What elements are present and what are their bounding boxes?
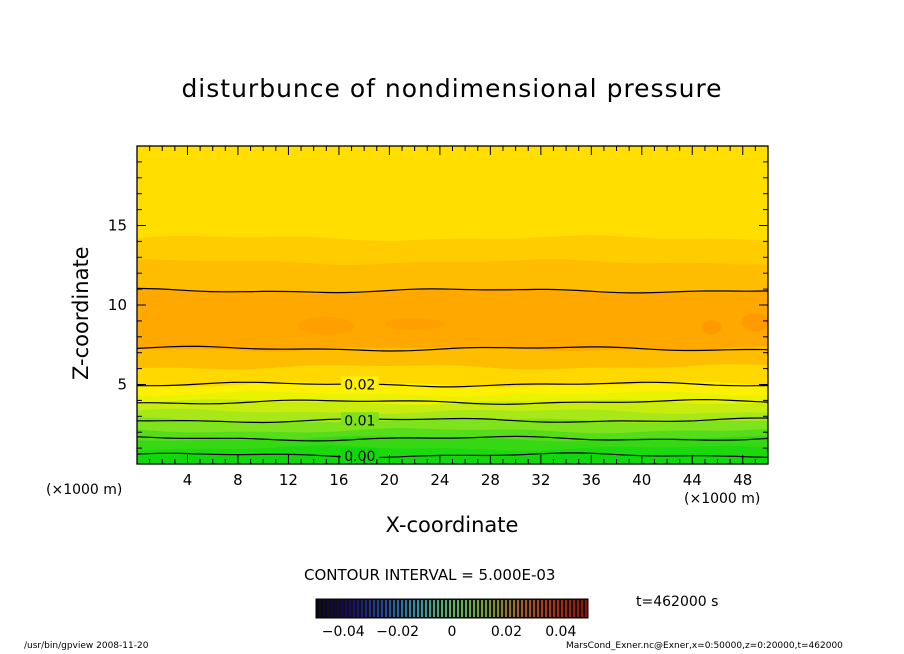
x-axis-unit: (×1000 m) bbox=[684, 491, 761, 507]
contour-label: 0.00 bbox=[344, 449, 375, 465]
x-tick-label: 20 bbox=[380, 471, 399, 489]
colorbar-tick-label: 0.02 bbox=[491, 624, 522, 640]
y-tick-label: 15 bbox=[108, 217, 127, 235]
x-axis-label: X-coordinate bbox=[385, 513, 519, 537]
axis-ticks bbox=[137, 146, 768, 464]
x-tick-label: 24 bbox=[430, 471, 449, 489]
x-tick-label: 32 bbox=[531, 471, 550, 489]
x-tick-label: 48 bbox=[733, 471, 752, 489]
x-tick-label: 4 bbox=[183, 471, 193, 489]
pressure-blob bbox=[701, 320, 722, 335]
colorbar bbox=[315, 598, 589, 619]
pressure-blob bbox=[384, 318, 445, 331]
contour-label-bg bbox=[340, 376, 379, 393]
colorbar-tick-label: −0.02 bbox=[376, 624, 419, 640]
contour-line bbox=[137, 287, 768, 294]
colorbar-frame bbox=[315, 598, 589, 619]
contour-line bbox=[137, 452, 768, 459]
contour-label-bg bbox=[340, 448, 379, 465]
pressure-blob bbox=[298, 316, 355, 335]
footer-source: MarsCond_Exner.nc@Exner,x=0:50000,z=0:20… bbox=[566, 641, 843, 651]
x-tick-label: 40 bbox=[632, 471, 651, 489]
colorbar-tick-label: 0 bbox=[448, 624, 457, 640]
contour-label-bg bbox=[340, 412, 379, 429]
contour-line bbox=[137, 345, 768, 352]
y-axis-label: Z-coordinate bbox=[69, 246, 93, 380]
footer-program: /usr/bin/gpview 2008-11-20 bbox=[24, 641, 149, 651]
contour-line bbox=[137, 398, 768, 405]
colorbar-tick-label: −0.04 bbox=[322, 624, 365, 640]
contour-line bbox=[137, 417, 768, 424]
contour-label: 0.01 bbox=[344, 413, 375, 429]
y-axis-unit: (×1000 m) bbox=[46, 482, 123, 498]
contour-labels: 0.02 0.01 0.00 bbox=[340, 376, 379, 465]
contour-interval-text: CONTOUR INTERVAL = 5.000E-03 bbox=[304, 566, 556, 584]
x-tick-label: 8 bbox=[233, 471, 243, 489]
y-tick-label: 5 bbox=[117, 376, 127, 394]
color-band bbox=[137, 452, 768, 464]
pressure-blobs bbox=[298, 313, 768, 335]
x-tick-label: 28 bbox=[481, 471, 500, 489]
contour-line bbox=[137, 435, 768, 442]
pressure-blob bbox=[741, 313, 768, 332]
contour-label: 0.02 bbox=[344, 378, 375, 394]
contour-line bbox=[137, 381, 768, 388]
colorbar-labels: −0.04 −0.02 0 0.02 0.04 bbox=[322, 624, 577, 640]
x-tick-label: 36 bbox=[582, 471, 601, 489]
chart-title: disturbunce of nondimensional pressure bbox=[181, 74, 723, 103]
x-tick-label: 12 bbox=[279, 471, 298, 489]
colorbar-bg bbox=[316, 599, 588, 618]
x-tick-label: 44 bbox=[683, 471, 702, 489]
colorbar-tick-label: 0.04 bbox=[545, 624, 576, 640]
x-tick-label: 16 bbox=[329, 471, 348, 489]
time-label: t=462000 s bbox=[636, 594, 719, 610]
contour-lines bbox=[137, 287, 768, 459]
y-tick-label: 10 bbox=[108, 296, 127, 314]
color-bands bbox=[137, 146, 768, 464]
